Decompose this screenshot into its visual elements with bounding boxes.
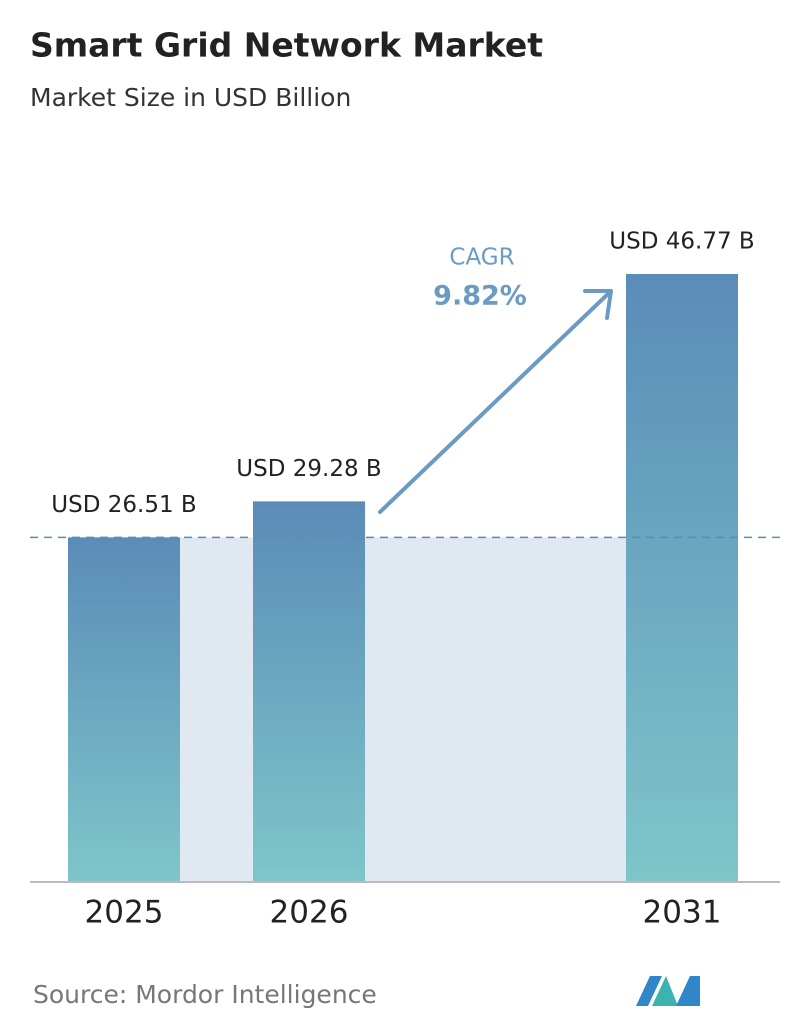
chart-subtitle: Market Size in USD Billion: [30, 83, 351, 112]
logo: [636, 976, 700, 1006]
cagr-arrow: [378, 290, 612, 514]
x-tick-label: 2025: [85, 895, 164, 931]
x-tick-label: 2026: [270, 895, 349, 931]
value-label: USD 26.51 B: [51, 492, 196, 518]
cagr-label: CAGR: [449, 245, 514, 271]
source: Source: Mordor Intelligence: [33, 980, 377, 1009]
bar: [68, 537, 180, 882]
bar: [253, 501, 365, 882]
cagr-value: 9.82%: [433, 281, 527, 312]
shaded-band: [180, 537, 626, 882]
cagr-arrowhead: [583, 289, 613, 320]
bar: [626, 273, 738, 882]
chart-title: Smart Grid Network Market: [30, 26, 543, 65]
value-label: USD 29.28 B: [236, 456, 381, 482]
value-label: USD 46.77 B: [609, 228, 754, 254]
x-tick-label: 2031: [643, 895, 722, 931]
